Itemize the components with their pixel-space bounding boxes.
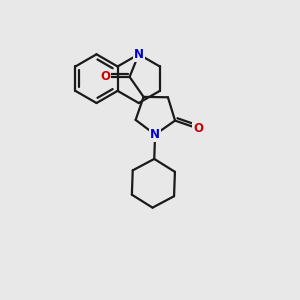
Text: O: O <box>193 122 203 135</box>
Text: N: N <box>134 48 144 61</box>
Text: N: N <box>150 128 160 141</box>
Text: O: O <box>100 70 110 83</box>
